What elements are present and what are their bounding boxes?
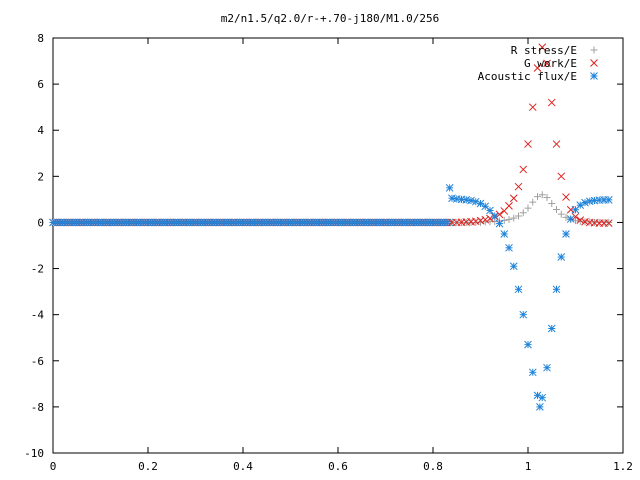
data-point-r-stress — [529, 198, 537, 206]
data-point-g-work — [547, 98, 556, 107]
data-point-g-work — [562, 193, 570, 201]
data-point-acoustic-flux — [519, 310, 528, 319]
data-point-g-work — [509, 194, 518, 203]
data-point-r-stress — [519, 209, 527, 217]
data-point-g-work — [505, 201, 513, 210]
y-tick-label: 8 — [37, 32, 44, 45]
data-point-acoustic-flux — [486, 206, 494, 215]
data-point-acoustic-flux — [500, 230, 509, 238]
data-point-r-stress — [548, 200, 556, 208]
x-tick-label: 0.2 — [138, 460, 158, 473]
data-point-acoustic-flux — [543, 363, 551, 372]
data-point-r-stress — [510, 214, 518, 222]
legend-label: R stress/E — [511, 44, 577, 57]
data-point-g-work — [538, 43, 547, 52]
data-point-acoustic-flux — [604, 195, 613, 204]
x-tick-label: 0 — [50, 460, 57, 473]
y-tick-label: -8 — [31, 401, 44, 414]
data-point-g-work — [557, 172, 566, 181]
data-point-g-work — [476, 216, 485, 225]
data-point-g-work — [481, 215, 490, 224]
data-point-g-work — [524, 140, 532, 148]
y-tick-label: -6 — [31, 355, 44, 368]
data-point-r-stress — [524, 204, 532, 212]
y-tick-label: 0 — [37, 216, 44, 229]
data-point-g-work — [576, 216, 585, 224]
legend-label: G work/E — [524, 57, 577, 70]
data-point-g-work — [519, 165, 528, 174]
data-point-r-stress — [515, 212, 522, 220]
data-point-acoustic-flux — [524, 340, 532, 349]
data-point-r-stress — [572, 217, 579, 225]
data-point-g-work — [604, 219, 613, 227]
y-tick-label: -10 — [24, 447, 44, 460]
axes: 0 0.2 0.4 0.6 0.8 1 1.2 -10 -8 -6 -4 -2 0 2 4 6 8 — [24, 32, 633, 473]
data-point-g-work — [528, 103, 537, 112]
x-tick-label: 0.4 — [233, 460, 253, 473]
data-point-acoustic-flux — [581, 198, 589, 207]
data-point-g-work — [495, 210, 504, 219]
legend-label: Acoustic flux/E — [478, 70, 577, 83]
data-point-r-stress — [538, 191, 546, 199]
data-marks — [49, 43, 613, 411]
y-tick-label: -4 — [31, 309, 45, 322]
data-point-acoustic-flux — [509, 262, 518, 271]
data-point-acoustic-flux — [557, 253, 566, 261]
x-tick-label: 1 — [525, 460, 532, 473]
data-point-r-stress — [553, 206, 560, 214]
data-point-r-stress — [557, 210, 565, 218]
data-point-acoustic-flux — [562, 230, 570, 238]
data-point-acoustic-flux — [514, 285, 523, 294]
data-point-acoustic-flux — [547, 324, 556, 333]
legend-marker — [590, 59, 598, 67]
data-point-r-stress — [505, 215, 513, 223]
y-tick-label: 4 — [37, 124, 44, 137]
data-point-r-stress — [500, 216, 508, 224]
data-point-g-work — [543, 59, 551, 68]
data-point-acoustic-flux — [566, 215, 575, 223]
y-tick-label: 6 — [37, 78, 44, 91]
chart-title: m2/n1.5/q2.0/r-+.70-j180/M1.0/256 — [221, 12, 440, 25]
data-point-acoustic-flux — [552, 285, 561, 294]
data-point-r-stress — [543, 194, 551, 202]
data-point-r-stress — [562, 213, 570, 221]
data-point-g-work — [552, 140, 561, 148]
x-tick-label: 1.2 — [613, 460, 633, 473]
data-point-acoustic-flux — [538, 393, 547, 402]
data-point-acoustic-flux — [505, 243, 513, 252]
data-point-g-work — [533, 64, 542, 72]
data-point-acoustic-flux — [571, 205, 580, 214]
plot-frame — [52, 37, 624, 454]
data-point-acoustic-flux — [495, 219, 504, 228]
x-tick-label: 0.6 — [328, 460, 348, 473]
x-tick-label: 0.8 — [423, 460, 443, 473]
y-tick-label: 2 — [37, 170, 44, 183]
data-point-acoustic-flux — [528, 368, 537, 377]
data-point-acoustic-flux — [445, 184, 454, 192]
data-point-g-work — [514, 182, 523, 191]
data-point-r-stress — [534, 193, 541, 201]
data-point-acoustic-flux — [536, 403, 544, 411]
legend-marker — [590, 72, 598, 80]
legend-marker — [590, 46, 598, 54]
data-point-acoustic-flux — [467, 196, 475, 205]
y-tick-label: -2 — [31, 263, 44, 276]
data-point-acoustic-flux — [490, 212, 499, 220]
